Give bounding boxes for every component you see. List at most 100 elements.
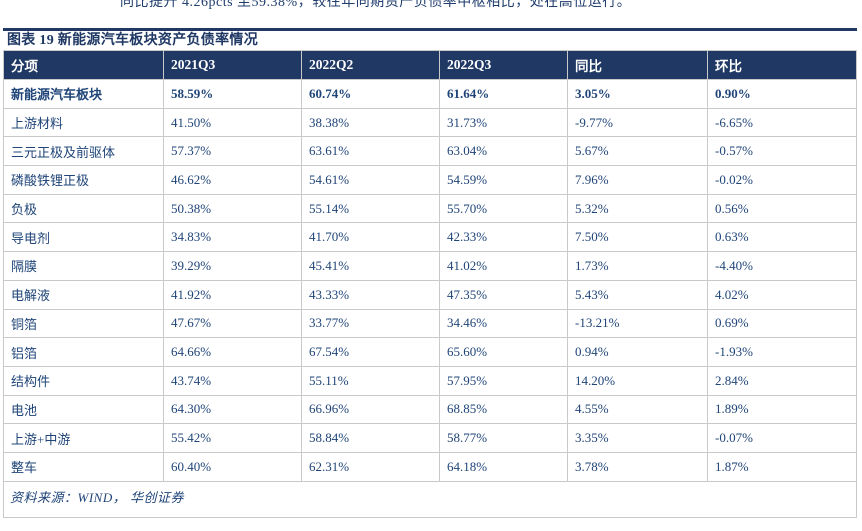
value-cell: -4.40% (707, 251, 857, 281)
value-cell: 60.40% (163, 451, 302, 482)
value-cell: 41.02% (439, 251, 568, 281)
value-cell: -0.07% (707, 423, 857, 453)
value-cell: 0.63% (707, 222, 857, 253)
value-cell: 0.56% (707, 193, 857, 224)
value-cell: 67.54% (301, 337, 440, 367)
value-cell: 42.33% (439, 222, 568, 253)
value-cell: 1.73% (567, 251, 708, 281)
value-cell: 58.77% (439, 423, 568, 453)
value-cell: 64.66% (163, 337, 302, 367)
row-label-cell: 隔膜 (3, 251, 164, 281)
value-cell: 43.74% (163, 365, 302, 396)
value-cell: 55.70% (439, 193, 568, 224)
table-row: 隔膜 39.29% 45.41% 41.02% 1.73% -4.40% (3, 251, 857, 281)
figure-19-block: 图表 19 新能源汽车板块资产负债率情况 分项 2021Q3 2022Q2 2022Q… (3, 28, 857, 518)
row-label-cell: 导电剂 (3, 222, 164, 253)
value-cell: 14.20% (567, 365, 708, 396)
value-cell: 38.38% (301, 107, 440, 138)
value-cell: 45.41% (301, 251, 440, 281)
column-header-0: 分项 (3, 50, 164, 80)
value-cell: 4.02% (707, 279, 857, 310)
value-cell: 58.59% (163, 79, 302, 109)
row-label-cell: 新能源汽车板块 (3, 79, 164, 109)
value-cell: 31.73% (439, 107, 568, 138)
clipped-paragraph-text: 同比提升 4.26pcts 至59.38%，较往年同期资产负债率中枢相比，处在高… (120, 0, 632, 9)
value-cell: 55.14% (301, 193, 440, 224)
value-cell: 54.59% (439, 165, 568, 195)
value-cell: 7.96% (567, 165, 708, 195)
value-cell: 41.92% (163, 279, 302, 310)
value-cell: 57.37% (163, 136, 302, 167)
value-cell: 60.74% (301, 79, 440, 109)
value-cell: 1.89% (707, 394, 857, 425)
value-cell: 5.43% (567, 279, 708, 310)
value-cell: 3.05% (567, 79, 708, 109)
value-cell: 61.64% (439, 79, 568, 109)
value-cell: 68.85% (439, 394, 568, 425)
table-row: 三元正极及前驱体 57.37% 63.61% 63.04% 5.67% -0.57% (3, 136, 857, 167)
table-row: 铝箔 64.66% 67.54% 65.60% 0.94% -1.93% (3, 337, 857, 367)
value-cell: 55.42% (163, 423, 302, 453)
value-cell: 2.84% (707, 365, 857, 396)
row-label-cell: 上游+中游 (3, 423, 164, 453)
row-label-cell: 电池 (3, 394, 164, 425)
value-cell: -9.77% (567, 107, 708, 138)
value-cell: 50.38% (163, 193, 302, 224)
row-label-cell: 上游材料 (3, 107, 164, 138)
table-row: 结构件 43.74% 55.11% 57.95% 14.20% 2.84% (3, 365, 857, 396)
value-cell: 47.67% (163, 308, 302, 339)
value-cell: 41.70% (301, 222, 440, 253)
value-cell: 34.83% (163, 222, 302, 253)
value-cell: 5.67% (567, 136, 708, 167)
value-cell: 47.35% (439, 279, 568, 310)
table-header: 分项 2021Q3 2022Q2 2022Q3 同比 环比 (3, 50, 857, 80)
value-cell: 63.04% (439, 136, 568, 167)
table-row: 新能源汽车板块 58.59% 60.74% 61.64% 3.05% 0.90% (3, 79, 857, 109)
value-cell: 4.55% (567, 394, 708, 425)
value-cell: 63.61% (301, 136, 440, 167)
column-header-5: 环比 (707, 50, 857, 80)
table-row: 电池 64.30% 66.96% 68.85% 4.55% 1.89% (3, 394, 857, 425)
value-cell: 55.11% (301, 365, 440, 396)
value-cell: 65.60% (439, 337, 568, 367)
value-cell: -1.93% (707, 337, 857, 367)
row-label-cell: 三元正极及前驱体 (3, 136, 164, 167)
value-cell: 3.35% (567, 423, 708, 453)
table-row: 磷酸铁锂正极 46.62% 54.61% 54.59% 7.96% -0.02% (3, 165, 857, 195)
figure-top-rule (3, 28, 857, 31)
value-cell: 1.87% (707, 451, 857, 482)
column-header-1: 2021Q3 (163, 50, 302, 80)
value-cell: 58.84% (301, 423, 440, 453)
row-label-cell: 负极 (3, 193, 164, 224)
row-label-cell: 结构件 (3, 365, 164, 396)
value-cell: -0.57% (707, 136, 857, 167)
table-row: 上游材料 41.50% 38.38% 31.73% -9.77% -6.65% (3, 107, 857, 138)
column-header-2: 2022Q2 (301, 50, 440, 80)
value-cell: -0.02% (707, 165, 857, 195)
figure-source: 资料来源：WIND， 华创证券 (3, 481, 857, 518)
column-header-4: 同比 (567, 50, 708, 80)
row-label-cell: 电解液 (3, 279, 164, 310)
column-header-3: 2022Q3 (439, 50, 568, 80)
value-cell: 57.95% (439, 365, 568, 396)
value-cell: -13.21% (567, 308, 708, 339)
value-cell: 7.50% (567, 222, 708, 253)
value-cell: 33.77% (301, 308, 440, 339)
value-cell: 54.61% (301, 165, 440, 195)
clipped-paragraph: 同比提升 4.26pcts 至59.38%，较往年同期资产负债率中枢相比，处在高… (120, 0, 800, 9)
value-cell: 39.29% (163, 251, 302, 281)
value-cell: 34.46% (439, 308, 568, 339)
table-row: 电解液 41.92% 43.33% 47.35% 5.43% 4.02% (3, 279, 857, 310)
table-row: 上游+中游 55.42% 58.84% 58.77% 3.35% -0.07% (3, 423, 857, 453)
value-cell: 64.30% (163, 394, 302, 425)
value-cell: 64.18% (439, 451, 568, 482)
row-label-cell: 铝箔 (3, 337, 164, 367)
value-cell: 3.78% (567, 451, 708, 482)
figure-title: 图表 19 新能源汽车板块资产负债率情况 (7, 33, 258, 48)
value-cell: 66.96% (301, 394, 440, 425)
value-cell: 0.90% (707, 79, 857, 109)
table-header-row: 分项 2021Q3 2022Q2 2022Q3 同比 环比 (3, 50, 857, 80)
value-cell: 5.32% (567, 193, 708, 224)
table-row: 铜箔 47.67% 33.77% 34.46% -13.21% 0.69% (3, 308, 857, 339)
value-cell: -6.65% (707, 107, 857, 138)
